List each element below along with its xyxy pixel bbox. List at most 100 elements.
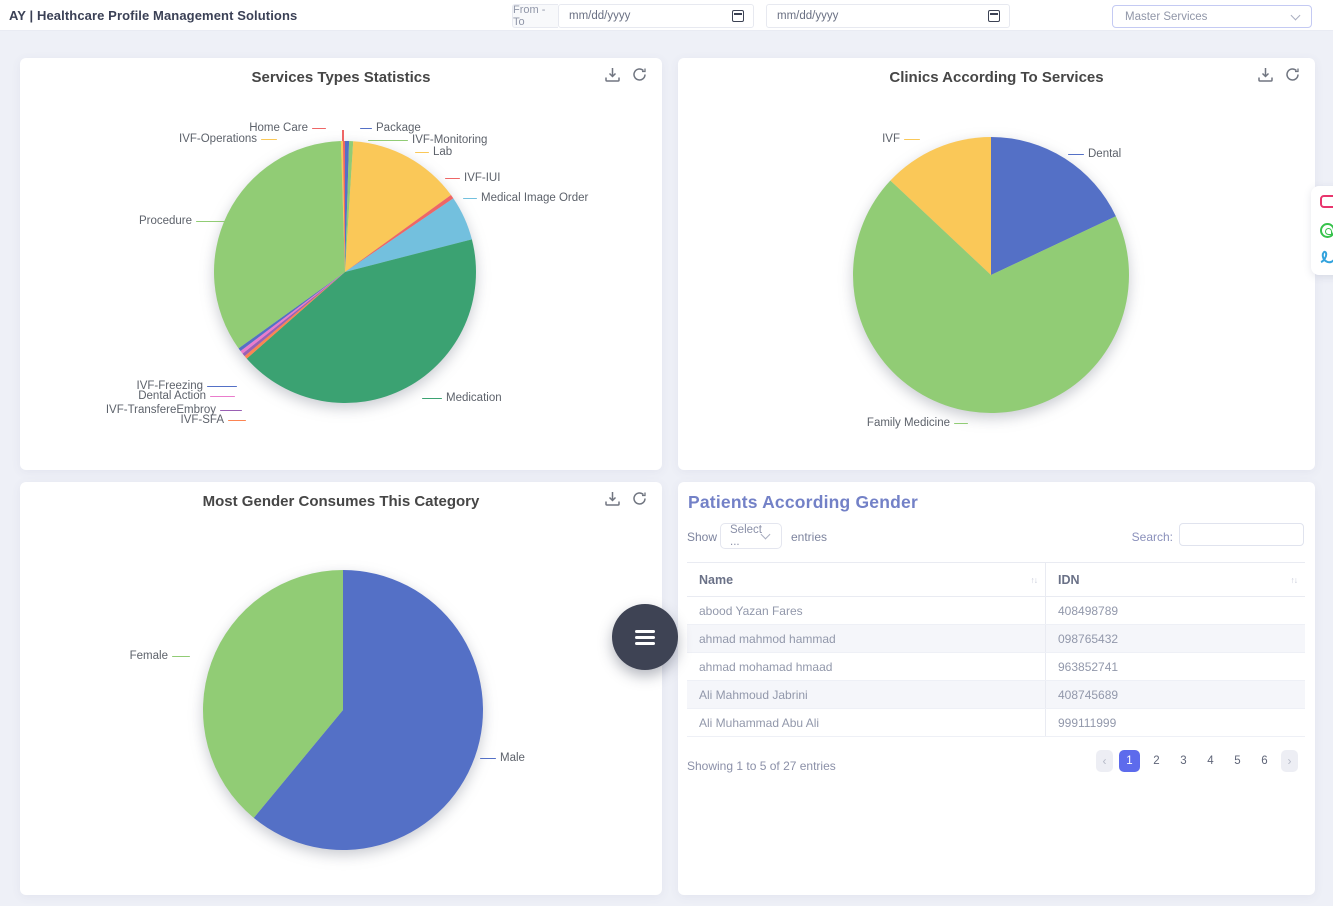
refresh-icon[interactable] bbox=[631, 490, 648, 507]
patients-table: Name ↑↓ IDN ↑↓ abood Yazan Fares 4084987… bbox=[687, 562, 1305, 737]
clinics-pie-chart bbox=[678, 58, 1315, 470]
cell-idn: 999111999 bbox=[1058, 715, 1117, 730]
table-row: Ali Mahmoud Jabrini 408745689 bbox=[687, 681, 1305, 709]
pie-label-text: Package bbox=[376, 122, 421, 134]
pie-label-text: Family Medicine bbox=[866, 417, 950, 429]
services-types-statistics-card: Services Types Statistics Home Care Pack… bbox=[20, 58, 662, 470]
pie-label-ivf: IVF bbox=[882, 133, 920, 146]
page-button-2[interactable]: 2 bbox=[1153, 755, 1160, 767]
leader-line bbox=[261, 138, 277, 141]
app-brand: AY | Healthcare Profile Management Solut… bbox=[9, 8, 298, 23]
leader-line bbox=[422, 397, 442, 400]
pie-label-ivf-sfa: IVF-SFA bbox=[181, 414, 246, 427]
pie-label-text: IVF-Monitoring bbox=[412, 134, 488, 146]
leader-line bbox=[207, 385, 237, 388]
pie-label-female: Female bbox=[130, 650, 190, 663]
table-row: ahmad mahmod hammad 098765432 bbox=[687, 625, 1305, 653]
page-button-6[interactable]: 6 bbox=[1261, 755, 1268, 767]
cell-name: ahmad mahmod hammad bbox=[687, 625, 1046, 652]
pie-label-home-care: Home Care bbox=[249, 122, 326, 135]
next-page-button[interactable]: › bbox=[1281, 750, 1298, 772]
search-label: Search: bbox=[1131, 530, 1173, 544]
download-icon[interactable] bbox=[1257, 66, 1274, 83]
prev-page-button[interactable]: ‹ bbox=[1096, 750, 1113, 772]
leader-line bbox=[445, 177, 460, 180]
leader-line bbox=[220, 409, 242, 412]
gender-pie-chart bbox=[20, 482, 662, 895]
leader-line bbox=[463, 197, 477, 200]
table-row: abood Yazan Fares 408498789 bbox=[687, 597, 1305, 625]
cell-idn: 408498789 bbox=[1058, 603, 1119, 618]
date-from-placeholder: mm/dd/yyyy bbox=[569, 10, 631, 22]
pie-label-procedure: Procedure bbox=[139, 215, 226, 228]
leader-line bbox=[415, 151, 429, 154]
leader-line bbox=[954, 422, 968, 425]
topbar: AY | Healthcare Profile Management Solut… bbox=[0, 0, 1333, 31]
pie-label-text: Dental bbox=[1088, 148, 1122, 160]
date-to-input[interactable]: mm/dd/yyyy bbox=[766, 4, 1010, 28]
leader-line bbox=[210, 395, 235, 398]
sort-icon: ↑↓ bbox=[1030, 574, 1039, 585]
pie-label-dental: Dental bbox=[1068, 148, 1121, 161]
pie-label-male: Male bbox=[480, 752, 525, 765]
entries-label: entries bbox=[791, 530, 828, 544]
pie-label-text: IVF-IUI bbox=[464, 172, 501, 184]
chevron-down-icon bbox=[760, 529, 771, 540]
pie-label-text: IVF-Freezing bbox=[136, 380, 203, 392]
download-icon[interactable] bbox=[604, 490, 621, 507]
table-info: Showing 1 to 5 of 27 entries bbox=[687, 759, 836, 773]
side-contact-widget bbox=[1311, 186, 1333, 275]
cell-idn: 408745689 bbox=[1058, 687, 1119, 702]
leader-line bbox=[172, 655, 190, 658]
leader-line bbox=[360, 127, 372, 130]
video-icon[interactable] bbox=[1320, 195, 1333, 208]
datatable-controls: Show Select ... entries Search: bbox=[678, 523, 1315, 549]
master-services-select[interactable]: Master Services bbox=[1112, 5, 1312, 28]
column-header-name[interactable]: Name ↑↓ bbox=[687, 563, 1046, 596]
hamburger-icon bbox=[635, 641, 655, 645]
date-from-input[interactable]: mm/dd/yyyy bbox=[558, 4, 754, 28]
pie-label-text: IVF bbox=[882, 133, 900, 145]
page-button-1[interactable]: 1 bbox=[1119, 750, 1140, 772]
refresh-icon[interactable] bbox=[631, 66, 648, 83]
search-input[interactable] bbox=[1179, 523, 1304, 546]
pie-label-ivf-operations: IVF-Operations bbox=[179, 133, 277, 146]
pie-label-text: Dental Action bbox=[138, 390, 206, 402]
calendar-icon[interactable] bbox=[988, 10, 1000, 22]
chart-toolbox bbox=[604, 490, 648, 507]
pie-label-medical-image-order: Medical Image Order bbox=[463, 192, 588, 205]
floating-menu-button[interactable] bbox=[612, 604, 678, 670]
panel-title: Patients According Gender bbox=[688, 492, 918, 512]
pie-label-medication: Medication bbox=[422, 392, 502, 405]
pie-label-text: Medical Image Order bbox=[481, 192, 589, 204]
signature-icon[interactable] bbox=[1320, 249, 1333, 265]
table-row: Ali Muhammad Abu Ali 999111999 bbox=[687, 709, 1305, 737]
refresh-icon[interactable] bbox=[1284, 66, 1301, 83]
clinics-according-to-services-card: Clinics According To Services IVF Dental… bbox=[678, 58, 1315, 470]
chart-title: Clinics According To Services bbox=[889, 69, 1104, 86]
patients-according-gender-card: Patients According Gender Show Select ..… bbox=[678, 482, 1315, 895]
pie-label-dental-action: Dental Action bbox=[138, 390, 235, 403]
whatsapp-icon[interactable] bbox=[1320, 223, 1333, 238]
hamburger-icon bbox=[635, 629, 655, 633]
page-button-4[interactable]: 4 bbox=[1207, 755, 1214, 767]
page-button-3[interactable]: 3 bbox=[1180, 755, 1187, 767]
download-icon[interactable] bbox=[604, 66, 621, 83]
column-header-idn[interactable]: IDN ↑↓ bbox=[1058, 572, 1299, 587]
from-to-label: From - To bbox=[512, 4, 558, 28]
table-row: ahmad mohamad hmaad 963852741 bbox=[687, 653, 1305, 681]
leader-line bbox=[228, 419, 246, 422]
pie-label-text: Female bbox=[129, 650, 168, 662]
page-button-5[interactable]: 5 bbox=[1234, 755, 1241, 767]
date-to-placeholder: mm/dd/yyyy bbox=[777, 10, 839, 22]
chart-toolbox bbox=[604, 66, 648, 83]
chevron-down-icon bbox=[1290, 10, 1301, 20]
calendar-icon[interactable] bbox=[732, 10, 744, 22]
leader-line bbox=[904, 138, 920, 141]
page-size-select[interactable]: Select ... bbox=[720, 523, 782, 549]
pie-label-lab: Lab bbox=[415, 146, 452, 159]
table-header-row: Name ↑↓ IDN ↑↓ bbox=[687, 562, 1305, 597]
pie-label-text: IVF-TransfereEmbroy bbox=[105, 404, 216, 416]
hamburger-icon bbox=[635, 635, 655, 639]
sort-icon: ↑↓ bbox=[1290, 574, 1299, 585]
